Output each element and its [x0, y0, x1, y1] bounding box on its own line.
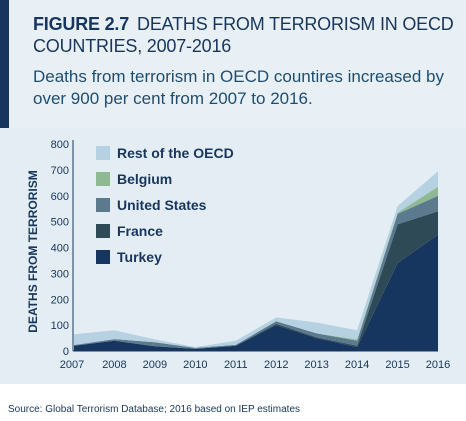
x-tick-label: 2011 — [224, 359, 248, 371]
legend-swatch-rest-of-the-oecd — [96, 146, 110, 160]
y-tick-label: 300 — [51, 268, 69, 280]
y-axis-title: DEATHS FROM TERRORISM — [26, 170, 40, 332]
y-tick-label: 700 — [51, 165, 69, 177]
x-tick-label: 2015 — [385, 359, 409, 371]
area-turkey — [74, 234, 438, 351]
y-tick-label: 800 — [51, 139, 69, 151]
area-france — [74, 211, 438, 349]
x-tick-label: 2008 — [102, 359, 126, 371]
source-note: Source: Global Terrorism Database; 2016 … — [8, 404, 301, 415]
x-tick-label: 2014 — [345, 359, 369, 371]
stacked-area-chart: 0 100 200 300 400 500 600 700 800 2007 2008 2009 201… — [26, 139, 450, 371]
legend-label-rest-of-the-oecd: Rest of the OECD — [117, 145, 234, 161]
header-band — [0, 0, 466, 128]
x-tick-label: 2009 — [143, 359, 167, 371]
x-tick-label: 2012 — [264, 359, 288, 371]
legend-label-belgium: Belgium — [117, 171, 172, 187]
y-tick-label: 500 — [51, 217, 69, 229]
y-tick-label: 200 — [51, 294, 69, 306]
x-tick-label: 2010 — [183, 359, 207, 371]
y-tick-label: 600 — [51, 191, 69, 203]
y-tick-label: 400 — [51, 243, 69, 255]
legend-label-france: France — [117, 223, 163, 239]
figure-label: FIGURE 2.7 — [33, 14, 130, 34]
y-tick-label: 100 — [51, 320, 69, 332]
legend-label-turkey: Turkey — [117, 249, 162, 265]
x-tick-label: 2016 — [426, 359, 450, 371]
legend-swatch-belgium — [96, 172, 110, 186]
x-tick-label: 2013 — [304, 359, 328, 371]
figure-title: FIGURE 2.7 DEATHS FROM TERRORISM IN OECD … — [33, 13, 458, 57]
x-tick-label: 2007 — [60, 359, 84, 371]
legend-swatch-france — [96, 224, 110, 238]
legend-swatch-united-states — [96, 198, 110, 212]
figure-title-text: DEATHS FROM TERRORISM IN OECD COUNTRIES,… — [33, 14, 454, 56]
y-tick-label: 0 — [63, 346, 69, 358]
figure-subtitle: Deaths from terrorism in OECD countires … — [33, 67, 444, 108]
legend-swatch-turkey — [96, 250, 110, 264]
legend-label-united-states: United States — [117, 197, 207, 213]
accent-bar — [0, 0, 9, 128]
